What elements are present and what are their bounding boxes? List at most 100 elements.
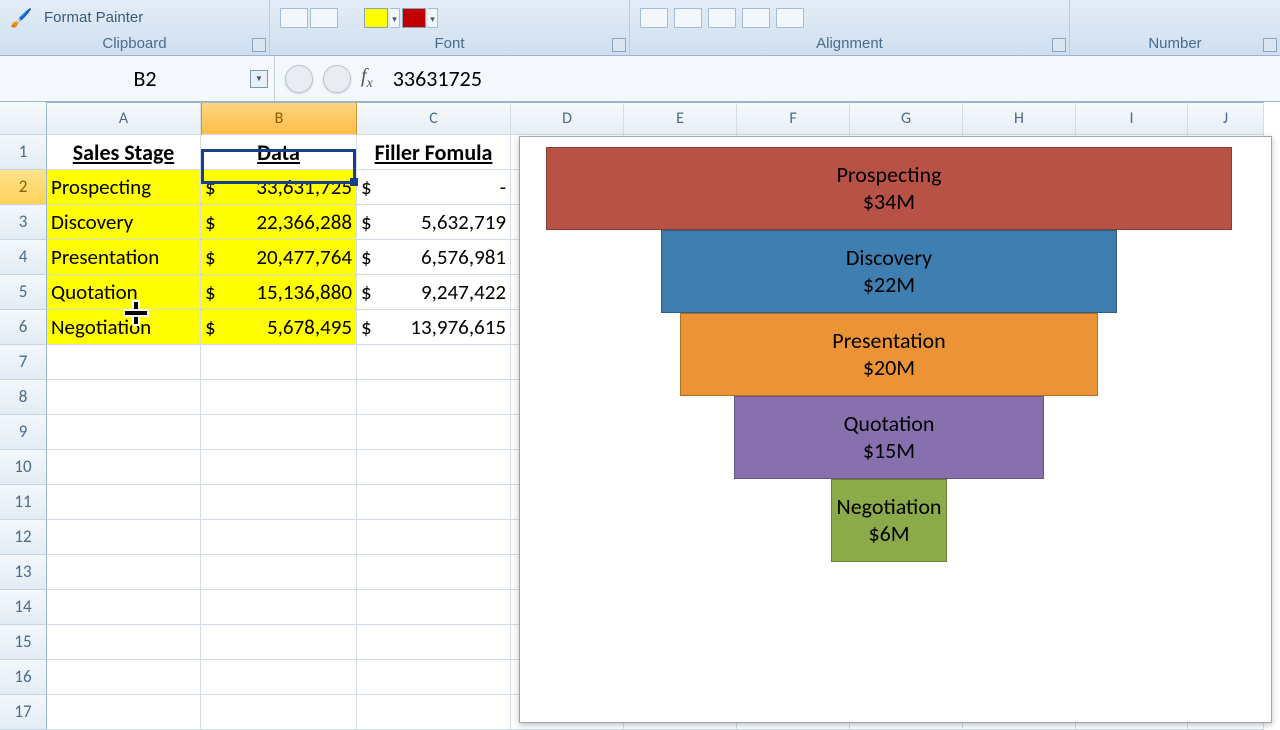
cell-C16[interactable] — [357, 660, 511, 695]
cell-C15[interactable] — [357, 625, 511, 660]
font-button[interactable] — [310, 8, 338, 28]
cell-C17[interactable] — [357, 695, 511, 730]
row-header[interactable]: 16 — [0, 660, 47, 695]
cell-B1[interactable]: Data — [201, 135, 357, 170]
cell-B13[interactable] — [201, 555, 357, 590]
cell-B8[interactable] — [201, 380, 357, 415]
cell-C11[interactable] — [357, 485, 511, 520]
row-header[interactable]: 5 — [0, 275, 47, 310]
font-color-swatch[interactable] — [402, 8, 426, 28]
col-header-H[interactable]: H — [963, 102, 1076, 135]
cell-B5[interactable]: $15,136,880 — [201, 275, 357, 310]
cell-B11[interactable] — [201, 485, 357, 520]
col-header-F[interactable]: F — [737, 102, 850, 135]
row-header[interactable]: 10 — [0, 450, 47, 485]
cell-A10[interactable] — [47, 450, 201, 485]
formula-input[interactable]: 33631725 — [383, 65, 482, 92]
select-all-corner[interactable] — [0, 102, 47, 135]
cell-A17[interactable] — [47, 695, 201, 730]
cell-A12[interactable] — [47, 520, 201, 555]
row-header[interactable]: 12 — [0, 520, 47, 555]
cell-A6[interactable]: Negotiation — [47, 310, 201, 345]
cell-A15[interactable] — [47, 625, 201, 660]
cell-C12[interactable] — [357, 520, 511, 555]
cell-C3[interactable]: $5,632,719 — [357, 205, 511, 240]
cell-B17[interactable] — [201, 695, 357, 730]
cell-C10[interactable] — [357, 450, 511, 485]
cell-C1[interactable]: Filler Fomula — [357, 135, 511, 170]
cell-C6[interactable]: $13,976,615 — [357, 310, 511, 345]
chart-container[interactable]: Prospecting $34M Discovery $22M Presenta… — [519, 136, 1272, 723]
dropdown-arrow-icon[interactable]: ▾ — [428, 8, 438, 28]
cell-A14[interactable] — [47, 590, 201, 625]
fx-icon[interactable]: fx — [361, 65, 373, 92]
row-header[interactable]: 15 — [0, 625, 47, 660]
cell-B4[interactable]: $20,477,764 — [201, 240, 357, 275]
cell-B6[interactable]: $5,678,495 — [201, 310, 357, 345]
cell-B3[interactable]: $22,366,288 — [201, 205, 357, 240]
align-button[interactable] — [742, 8, 770, 28]
row-header[interactable]: 17 — [0, 695, 47, 730]
cell-A2[interactable]: Prospecting — [47, 170, 201, 205]
row-header[interactable]: 3 — [0, 205, 47, 240]
merge-button[interactable] — [776, 8, 804, 28]
cell-B14[interactable] — [201, 590, 357, 625]
cell-B16[interactable] — [201, 660, 357, 695]
row-header[interactable]: 1 — [0, 135, 47, 170]
cancel-icon[interactable] — [285, 65, 313, 93]
cell-C9[interactable] — [357, 415, 511, 450]
col-header-E[interactable]: E — [624, 102, 737, 135]
dialog-launcher-icon[interactable] — [1263, 38, 1277, 52]
row-header[interactable]: 4 — [0, 240, 47, 275]
row-header[interactable]: 6 — [0, 310, 47, 345]
row-header[interactable]: 2 — [0, 170, 47, 205]
dialog-launcher-icon[interactable] — [252, 38, 266, 52]
cell-C2[interactable]: $- — [357, 170, 511, 205]
row-header[interactable]: 9 — [0, 415, 47, 450]
cell-A13[interactable] — [47, 555, 201, 590]
cell-C8[interactable] — [357, 380, 511, 415]
cell-C5[interactable]: $9,247,422 — [357, 275, 511, 310]
col-header-D[interactable]: D — [511, 102, 624, 135]
cell-A3[interactable]: Discovery — [47, 205, 201, 240]
row-header[interactable]: 7 — [0, 345, 47, 380]
dialog-launcher-icon[interactable] — [1052, 38, 1066, 52]
col-header-J[interactable]: J — [1188, 102, 1264, 135]
enter-icon[interactable] — [323, 65, 351, 93]
dropdown-arrow-icon[interactable]: ▾ — [390, 8, 400, 28]
font-button[interactable] — [280, 8, 308, 28]
cell-A5[interactable]: Quotation — [47, 275, 201, 310]
cell-B2[interactable]: $33,631,725 — [201, 170, 357, 205]
name-box-dropdown-icon[interactable] — [250, 70, 268, 88]
cell-B10[interactable] — [201, 450, 357, 485]
cell-C7[interactable] — [357, 345, 511, 380]
cell-C4[interactable]: $6,576,981 — [357, 240, 511, 275]
cell-C13[interactable] — [357, 555, 511, 590]
fill-color-swatch[interactable] — [364, 8, 388, 28]
row-header[interactable]: 11 — [0, 485, 47, 520]
cell-B12[interactable] — [201, 520, 357, 555]
col-header-A[interactable]: A — [47, 102, 201, 135]
cell-A16[interactable] — [47, 660, 201, 695]
cell-A9[interactable] — [47, 415, 201, 450]
row-header[interactable]: 13 — [0, 555, 47, 590]
cell-B9[interactable] — [201, 415, 357, 450]
cell-C14[interactable] — [357, 590, 511, 625]
cell-B7[interactable] — [201, 345, 357, 380]
col-header-I[interactable]: I — [1076, 102, 1188, 135]
align-button[interactable] — [640, 8, 668, 28]
align-button[interactable] — [708, 8, 736, 28]
col-header-G[interactable]: G — [850, 102, 963, 135]
cell-A4[interactable]: Presentation — [47, 240, 201, 275]
col-header-C[interactable]: C — [357, 102, 511, 135]
align-button[interactable] — [674, 8, 702, 28]
row-header[interactable]: 14 — [0, 590, 47, 625]
cell-A11[interactable] — [47, 485, 201, 520]
name-box[interactable] — [85, 65, 205, 92]
cell-B15[interactable] — [201, 625, 357, 660]
row-header[interactable]: 8 — [0, 380, 47, 415]
cell-A8[interactable] — [47, 380, 201, 415]
format-painter-label[interactable]: Format Painter — [44, 9, 143, 26]
col-header-B[interactable]: B — [201, 102, 357, 135]
cell-A7[interactable] — [47, 345, 201, 380]
